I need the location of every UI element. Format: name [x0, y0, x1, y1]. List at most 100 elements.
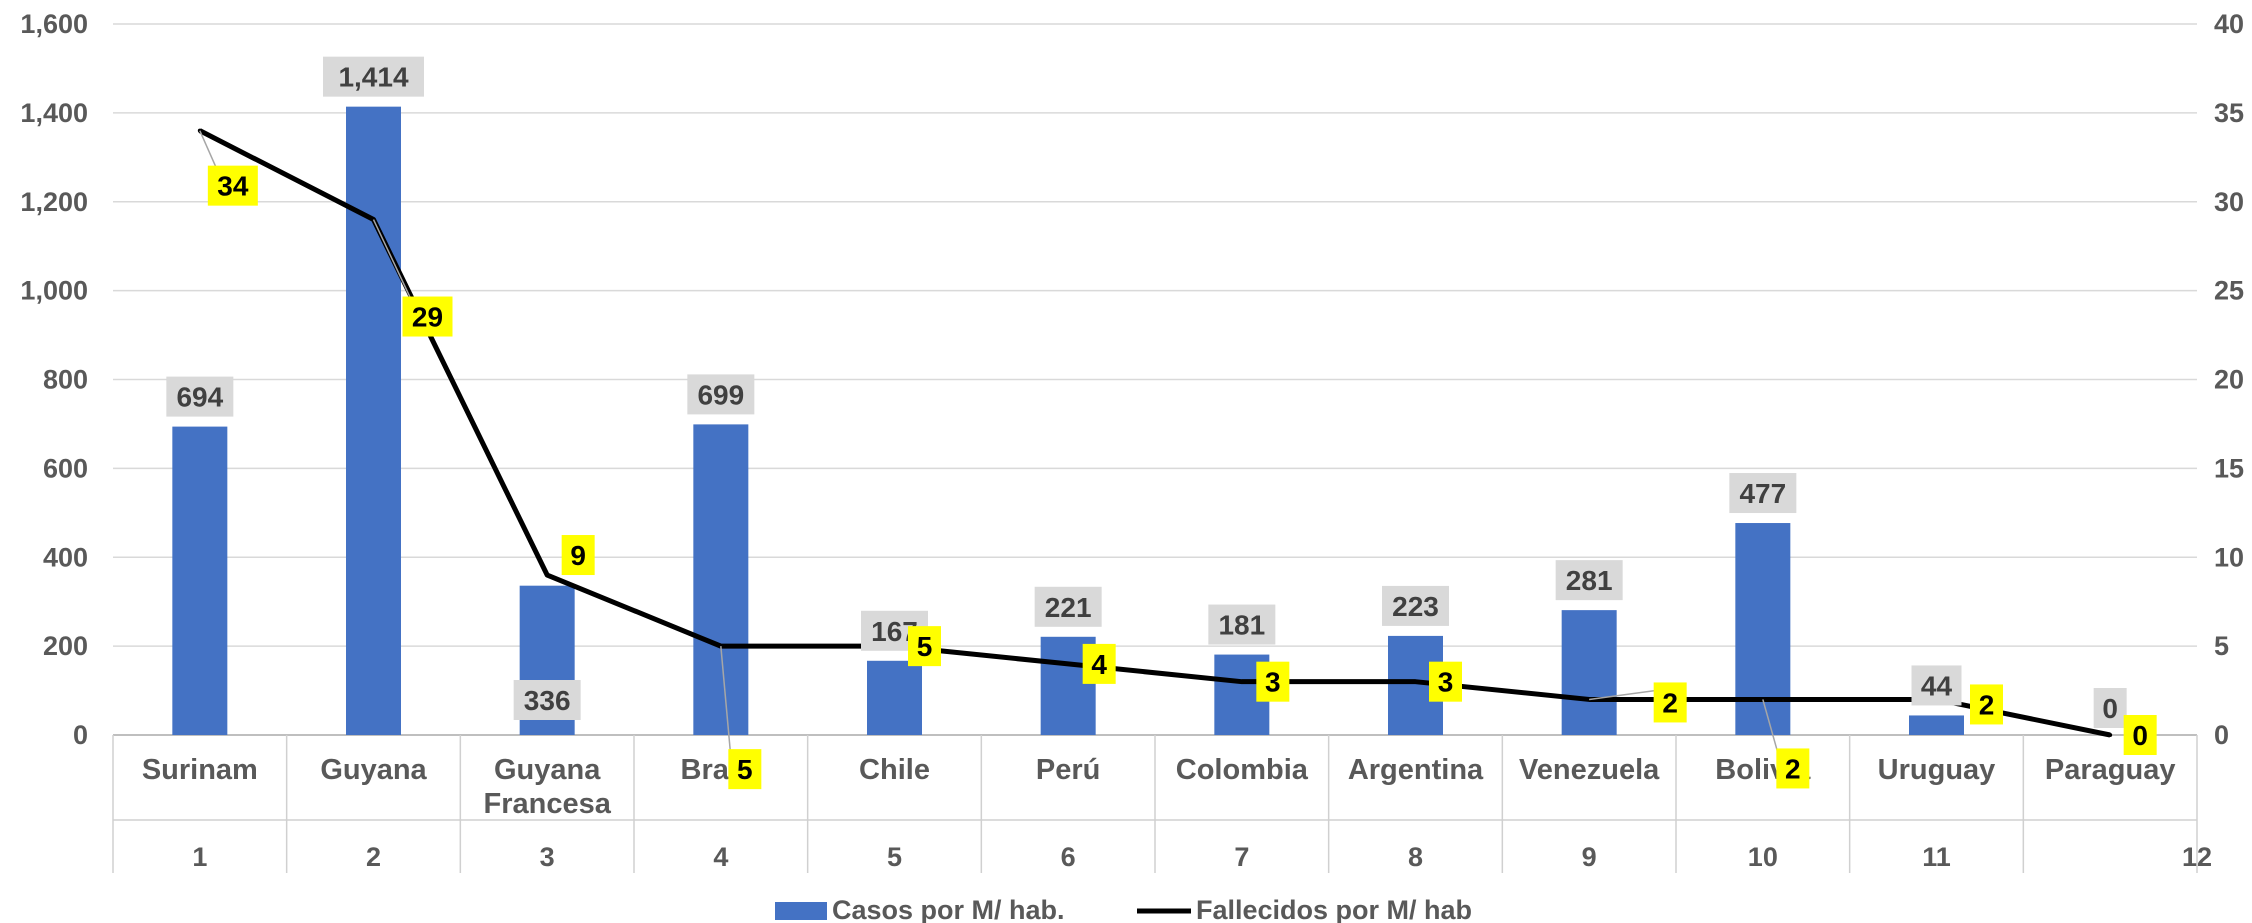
category-index-label: 7	[1234, 842, 1249, 872]
line-label-box	[402, 296, 453, 337]
right-tick-label: 10	[2214, 542, 2244, 572]
category-index-label: 3	[540, 842, 555, 872]
bar-label-box	[1208, 604, 1276, 645]
line-data-label: 2	[1662, 687, 1678, 718]
bar	[172, 426, 228, 735]
category-index-label: 10	[1748, 842, 1778, 872]
line-data-label: 9	[570, 540, 586, 571]
bar-data-label: 699	[697, 379, 744, 410]
category-label: Colombia	[1176, 754, 1309, 786]
right-tick-label: 5	[2214, 631, 2229, 661]
right-tick-label: 35	[2214, 98, 2244, 128]
category-label: Guyana	[494, 754, 601, 786]
legend-swatch-bar	[775, 902, 827, 920]
line-path	[198, 128, 2111, 738]
category-index-label: 11	[1922, 842, 1951, 872]
line-data-label: 2	[1979, 689, 1995, 720]
line-label-box	[1653, 682, 1687, 723]
bar-data-label: 0	[2102, 693, 2118, 724]
line-point	[2108, 733, 2113, 737]
bar-data-label: 281	[1566, 565, 1613, 596]
bar-label-box	[323, 56, 424, 97]
category-label: Surinam	[142, 754, 258, 786]
legend-label-line: Fallecidos por M/ hab	[1196, 895, 1472, 923]
line-data-label: 34	[217, 171, 249, 202]
left-axis-ticks: 0 200 400 600 800 1,000 1,200 1,400 1,600	[20, 9, 88, 750]
leader-line	[1762, 699, 1780, 757]
bar-label-box	[1729, 473, 1797, 514]
bar-data-label: 221	[1045, 592, 1092, 623]
category-label: Chile	[859, 754, 930, 786]
bar-data-label: 1,414	[338, 62, 408, 93]
category-index-label: 5	[887, 842, 902, 872]
category-label: Guyana	[320, 754, 427, 786]
line-label-box	[2123, 715, 2157, 755]
right-tick-label: 40	[2214, 9, 2244, 39]
left-tick-label: 1,200	[20, 187, 88, 217]
left-tick-label: 1,400	[20, 98, 88, 128]
bar-data-label: 223	[1392, 591, 1439, 622]
category-index-label: 9	[1582, 842, 1597, 872]
category-label: Perú	[1036, 754, 1100, 786]
bar-label-box	[687, 374, 755, 415]
line-data-labels: 34 29 9 5 5 4 3 3 2 2 2 0	[199, 130, 2157, 790]
line-label-box	[1776, 748, 1810, 789]
line-point	[545, 573, 550, 578]
left-tick-label: 600	[43, 453, 88, 483]
category-label: Francesa	[483, 788, 611, 820]
bar-data-label: 44	[1921, 670, 1953, 701]
line-series	[197, 128, 2113, 738]
right-tick-label: 25	[2214, 276, 2244, 306]
line-label-box	[1429, 661, 1462, 702]
category-index-label: 8	[1408, 842, 1423, 872]
category-label: Argentina	[1348, 754, 1484, 786]
category-index-label: 2	[366, 842, 381, 872]
right-tick-label: 0	[2214, 720, 2229, 750]
line-label-box	[908, 626, 941, 667]
category-index-label: 12	[2182, 842, 2212, 872]
bar	[693, 424, 749, 735]
gridlines	[113, 23, 2197, 647]
category-index-label: 6	[1061, 842, 1076, 872]
left-tick-label: 800	[43, 365, 88, 395]
line-data-label: 3	[1265, 667, 1281, 698]
bar-label-box	[1034, 586, 1102, 627]
legend: Casos por M/ hab. Fallecidos por M/ hab	[775, 895, 1472, 923]
bar-label-box	[513, 680, 581, 720]
line-data-label: 3	[1438, 667, 1454, 698]
bar-data-label: 477	[1739, 478, 1786, 509]
bar	[867, 660, 922, 735]
line-data-label: 0	[2132, 720, 2148, 751]
line-data-label: 2	[1785, 753, 1801, 784]
bar-label-box	[1911, 665, 1962, 706]
left-tick-label: 1,000	[20, 276, 88, 306]
bar	[1561, 610, 1617, 735]
bar-data-label: 694	[176, 382, 223, 413]
bar-label-box	[2093, 688, 2127, 728]
bar-label-box	[166, 376, 234, 417]
leader-line	[720, 646, 732, 758]
line-point	[1239, 679, 1244, 684]
category-label: Uruguay	[1878, 754, 1996, 786]
right-tick-label: 30	[2214, 187, 2244, 217]
bar-data-label: 336	[524, 685, 571, 716]
line-label-box	[728, 749, 762, 790]
line-data-label: 5	[737, 754, 753, 785]
bar-data-label: 181	[1218, 610, 1265, 641]
line-data-label: 5	[917, 631, 933, 662]
line-point	[1413, 679, 1418, 684]
line-label-box	[561, 535, 595, 576]
leader-line	[372, 219, 415, 305]
category-label: Venezuela	[1519, 754, 1660, 786]
right-axis-ticks: 0 5 10 15 20 25 30 35 40	[2214, 9, 2244, 750]
bar-label-box	[1555, 560, 1623, 601]
line-label-box	[1082, 643, 1116, 684]
leader-line	[1589, 689, 1657, 701]
left-tick-label: 400	[43, 542, 88, 572]
category-index-label: 1	[192, 842, 207, 872]
category-index-label: 4	[713, 842, 728, 872]
left-tick-label: 1,600	[20, 9, 88, 39]
left-tick-label: 200	[43, 631, 88, 661]
